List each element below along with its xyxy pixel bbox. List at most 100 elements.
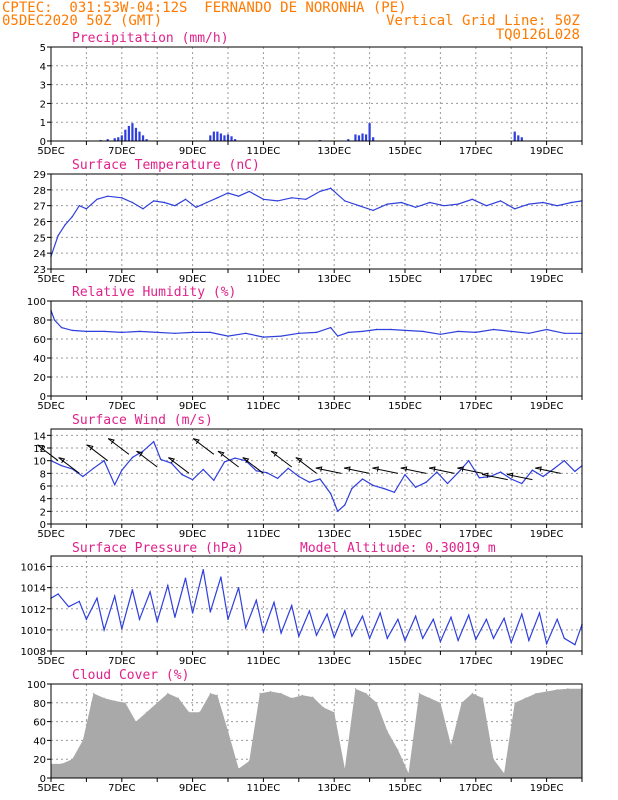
series-point <box>446 482 449 485</box>
series-point <box>510 641 512 644</box>
series-point <box>414 615 417 617</box>
x-tick-label: 7DEC <box>108 401 135 412</box>
cloud-cover-point <box>216 694 218 696</box>
precip-bar <box>124 129 127 141</box>
cloud-cover-point <box>503 772 505 774</box>
x-tick-label: 9DEC <box>179 656 206 667</box>
panel-frame <box>50 428 583 525</box>
x-tick-label: 15DEC <box>388 656 422 667</box>
series-point <box>344 504 346 506</box>
wind-vector <box>315 467 342 474</box>
wind-vector-arrowhead <box>535 466 542 472</box>
precip-bar <box>226 134 230 141</box>
x-tick-label: 17DEC <box>459 783 493 794</box>
x-tick-label: 19DEC <box>530 274 564 285</box>
precip-bar <box>209 135 212 141</box>
y-tick-label: 24 <box>33 249 46 260</box>
panel-title: Precipitation (mm/h) <box>72 31 229 46</box>
series-point <box>121 197 123 199</box>
y-tick-label: 1012 <box>21 605 46 616</box>
y-tick-label: 8 <box>40 469 46 480</box>
wind-vector-arrowhead <box>482 472 489 478</box>
x-tick-label: 11DEC <box>247 146 281 157</box>
series-point <box>545 642 548 645</box>
wind-vector <box>217 450 239 468</box>
x-tick-label: 5DEC <box>37 529 64 540</box>
y-tick-label: 0 <box>40 392 46 403</box>
precip-bar <box>212 131 215 141</box>
cloud-cover-point <box>301 694 303 696</box>
y-tick-label: 29 <box>33 170 46 181</box>
cloud-cover-point <box>82 739 84 742</box>
series-point <box>138 618 141 621</box>
x-tick-label: 9DEC <box>179 146 206 157</box>
series-point <box>92 467 95 469</box>
series-point <box>510 330 512 333</box>
cloud-cover-point <box>407 772 410 774</box>
series-point <box>245 332 247 334</box>
wind-vector <box>136 450 158 468</box>
cloud-cover-point <box>209 692 211 695</box>
x-tick-label: 17DEC <box>459 529 493 540</box>
cloud-cover-point <box>418 692 420 695</box>
series-point <box>291 604 293 607</box>
cloud-cover-point <box>188 711 190 713</box>
y-tick-label: 4 <box>40 495 46 506</box>
y-tick-label: 27 <box>33 202 46 213</box>
x-tick-label: 15DEC <box>388 274 422 285</box>
chart-panel-1: 0 1 2 3 4 5 5DEC 7DEC 9DEC 11DEC 13DEC 15DEC 17DEC 19… <box>37 31 583 157</box>
series-point <box>60 465 63 467</box>
series-point <box>383 487 385 490</box>
x-tick-label: 5DEC <box>37 783 64 794</box>
series-line <box>50 569 583 646</box>
cloud-cover-point <box>567 688 569 690</box>
wind-vector <box>400 467 427 474</box>
series-point <box>503 617 505 619</box>
y-tick-label: 80 <box>33 699 46 710</box>
series-point <box>329 326 332 329</box>
series-point <box>60 326 63 329</box>
series-point <box>358 204 360 207</box>
cloud-cover-point <box>524 697 526 699</box>
series-point <box>347 331 350 334</box>
series-point <box>429 201 431 204</box>
series-point <box>202 569 204 571</box>
series-point <box>422 637 424 640</box>
series-point <box>82 475 84 478</box>
series-point <box>184 577 187 579</box>
series-point <box>337 510 339 513</box>
cloud-cover-point <box>492 758 495 760</box>
series-point <box>213 479 215 481</box>
series-point <box>106 195 109 197</box>
wind-vector <box>58 457 80 474</box>
series-line <box>50 440 583 513</box>
series-point <box>390 328 392 331</box>
wind-vector-arrowhead <box>58 457 66 464</box>
precip-bar <box>106 139 109 141</box>
cloud-cover-point <box>429 697 431 699</box>
cloud-cover-point <box>114 700 116 702</box>
series-point <box>114 595 116 597</box>
series-point <box>255 599 258 602</box>
precip-bar <box>120 135 123 141</box>
series-point <box>375 328 378 331</box>
series-point <box>131 589 134 591</box>
series-point <box>393 491 396 494</box>
y-tick-label: 60 <box>33 718 46 729</box>
series-point <box>248 190 250 193</box>
x-tick-label: 13DEC <box>317 656 351 667</box>
x-tick-label: 7DEC <box>108 529 135 540</box>
y-tick-label: 2 <box>40 507 46 518</box>
x-tick-label: 13DEC <box>317 783 351 794</box>
y-tick-label: 5 <box>40 43 46 54</box>
series-point <box>276 477 279 480</box>
cloud-cover-point <box>471 692 473 695</box>
x-tick-label: 13DEC <box>317 146 351 157</box>
series-point <box>85 618 88 621</box>
series-point <box>53 319 56 321</box>
series-point <box>138 330 141 333</box>
series-point <box>149 591 151 593</box>
wind-vector-arrowhead <box>108 438 115 445</box>
wind-vector-arrowhead <box>506 472 514 478</box>
